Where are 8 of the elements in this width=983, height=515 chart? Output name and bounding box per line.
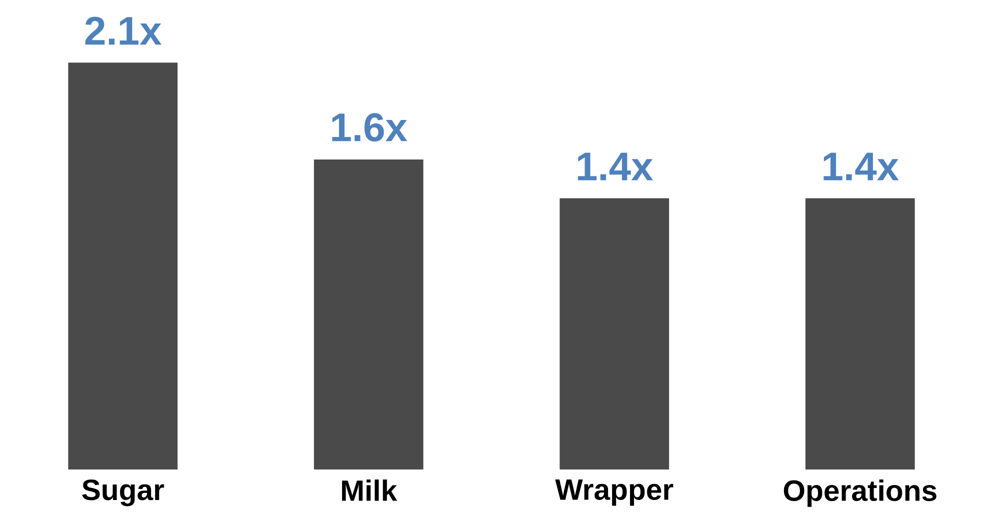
x-tick-label: Sugar bbox=[82, 480, 164, 506]
data-label: 2.1x bbox=[85, 16, 162, 45]
x-tick-label: Milk bbox=[342, 480, 398, 501]
x-tick-label: Wrapper bbox=[555, 480, 674, 506]
x-tick-label: Operations bbox=[784, 480, 936, 507]
data-label: 1.4x bbox=[824, 152, 899, 180]
data-label: 1.6x bbox=[332, 113, 408, 142]
data-label: 1.4x bbox=[578, 152, 654, 180]
